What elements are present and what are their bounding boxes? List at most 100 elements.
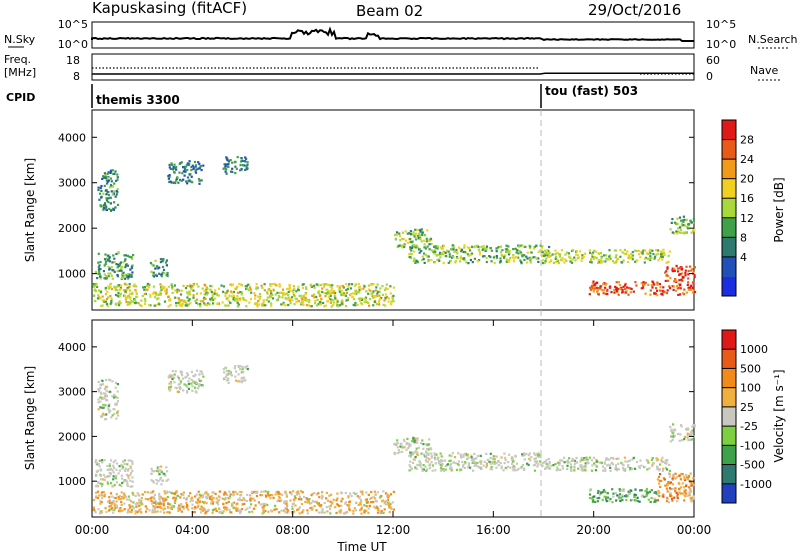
echo-cell [676, 223, 679, 226]
echo-cell [597, 292, 600, 295]
echo-cell [122, 271, 125, 274]
echo-cell [126, 463, 129, 466]
echo-cell [205, 288, 208, 292]
echo-cell [152, 292, 155, 295]
echo-cell [104, 288, 107, 291]
echo-cell [138, 494, 141, 497]
echo-cell [146, 288, 149, 291]
echo-cell [301, 283, 304, 286]
echo-cell [593, 283, 596, 286]
echo-cell [380, 509, 383, 513]
echo-cell [685, 492, 688, 495]
echo-cell [692, 477, 695, 480]
echo-cell [239, 368, 242, 371]
echo-cell [670, 497, 674, 500]
echo-cell [104, 258, 107, 261]
echo-cell [396, 446, 399, 449]
echo-cell [189, 500, 192, 503]
echo-cell [123, 495, 126, 498]
echo-cell [513, 257, 516, 260]
echo-cell [416, 235, 419, 238]
echo-cell [379, 287, 382, 290]
echo-cell [285, 292, 289, 295]
echo-cell [174, 289, 177, 292]
echo-cell [175, 491, 178, 494]
echo-cell [104, 189, 107, 192]
echo-cell [192, 289, 195, 292]
echo-cell [488, 460, 491, 463]
echo-cell [126, 498, 129, 501]
echo-cell [159, 286, 163, 289]
echo-cell [190, 175, 193, 178]
echo-cell [310, 305, 313, 308]
echo-cell [323, 501, 326, 505]
echo-cell [264, 509, 267, 513]
echo-cell [515, 462, 519, 465]
echo-cell [149, 293, 152, 296]
echo-cell [262, 304, 265, 307]
echo-cell [490, 260, 493, 263]
echo-cell [130, 256, 133, 259]
echo-cell [116, 275, 119, 278]
echo-cell [136, 510, 139, 514]
echo-cell [93, 294, 96, 297]
echo-cell [169, 375, 172, 378]
echo-cell [492, 455, 495, 458]
echo-cell [105, 193, 108, 196]
echo-cell [450, 469, 453, 472]
echo-cell [120, 474, 123, 477]
echo-cell [321, 290, 324, 294]
echo-cell [245, 499, 249, 503]
echo-cell [240, 499, 243, 502]
echo-region [167, 369, 205, 394]
echo-cell [154, 296, 157, 299]
echo-cell [243, 298, 246, 301]
echo-cell [559, 468, 562, 471]
echo-cell [422, 258, 425, 261]
echo-cell [426, 460, 429, 463]
echo-cell [506, 248, 509, 251]
echo-cell [611, 488, 614, 491]
echo-cell [621, 288, 624, 291]
echo-cell [426, 254, 429, 258]
echo-cell [175, 497, 178, 500]
echo-cell [608, 249, 611, 252]
echo-cell [115, 468, 118, 471]
echo-cell [330, 305, 333, 308]
echo-cell [113, 412, 116, 415]
echo-cell [414, 228, 417, 231]
echo-cell [448, 454, 451, 457]
echo-cell [109, 409, 112, 412]
echo-cell [410, 252, 413, 256]
echo-cell [604, 286, 607, 289]
echo-cell [407, 447, 410, 450]
echo-cell [236, 380, 239, 383]
echo-cell [173, 284, 176, 287]
echo-cell [128, 283, 131, 286]
echo-cell [530, 257, 533, 260]
freq-line [92, 72, 694, 75]
echo-cell [262, 507, 265, 510]
echo-cell [153, 493, 156, 496]
echo-cell [128, 498, 131, 501]
echo-cell [250, 291, 253, 294]
echo-cell [692, 218, 695, 221]
echo-cell [556, 258, 559, 262]
echo-cell [112, 502, 115, 505]
echo-cell [636, 496, 639, 499]
echo-cell [198, 493, 201, 496]
echo-cell [595, 256, 598, 260]
echo-cell [644, 257, 647, 260]
echo-cell [422, 453, 425, 456]
echo-cell [634, 467, 637, 470]
echo-cell [130, 300, 133, 303]
echo-cell [470, 252, 474, 255]
echo-cell [235, 509, 238, 512]
echo-cell [614, 288, 618, 291]
echo-cell [588, 293, 591, 296]
echo-cell [212, 500, 215, 503]
echo-cell [262, 509, 266, 512]
echo-cell [224, 294, 227, 297]
echo-cell [271, 297, 275, 300]
echo-cell [127, 477, 130, 480]
